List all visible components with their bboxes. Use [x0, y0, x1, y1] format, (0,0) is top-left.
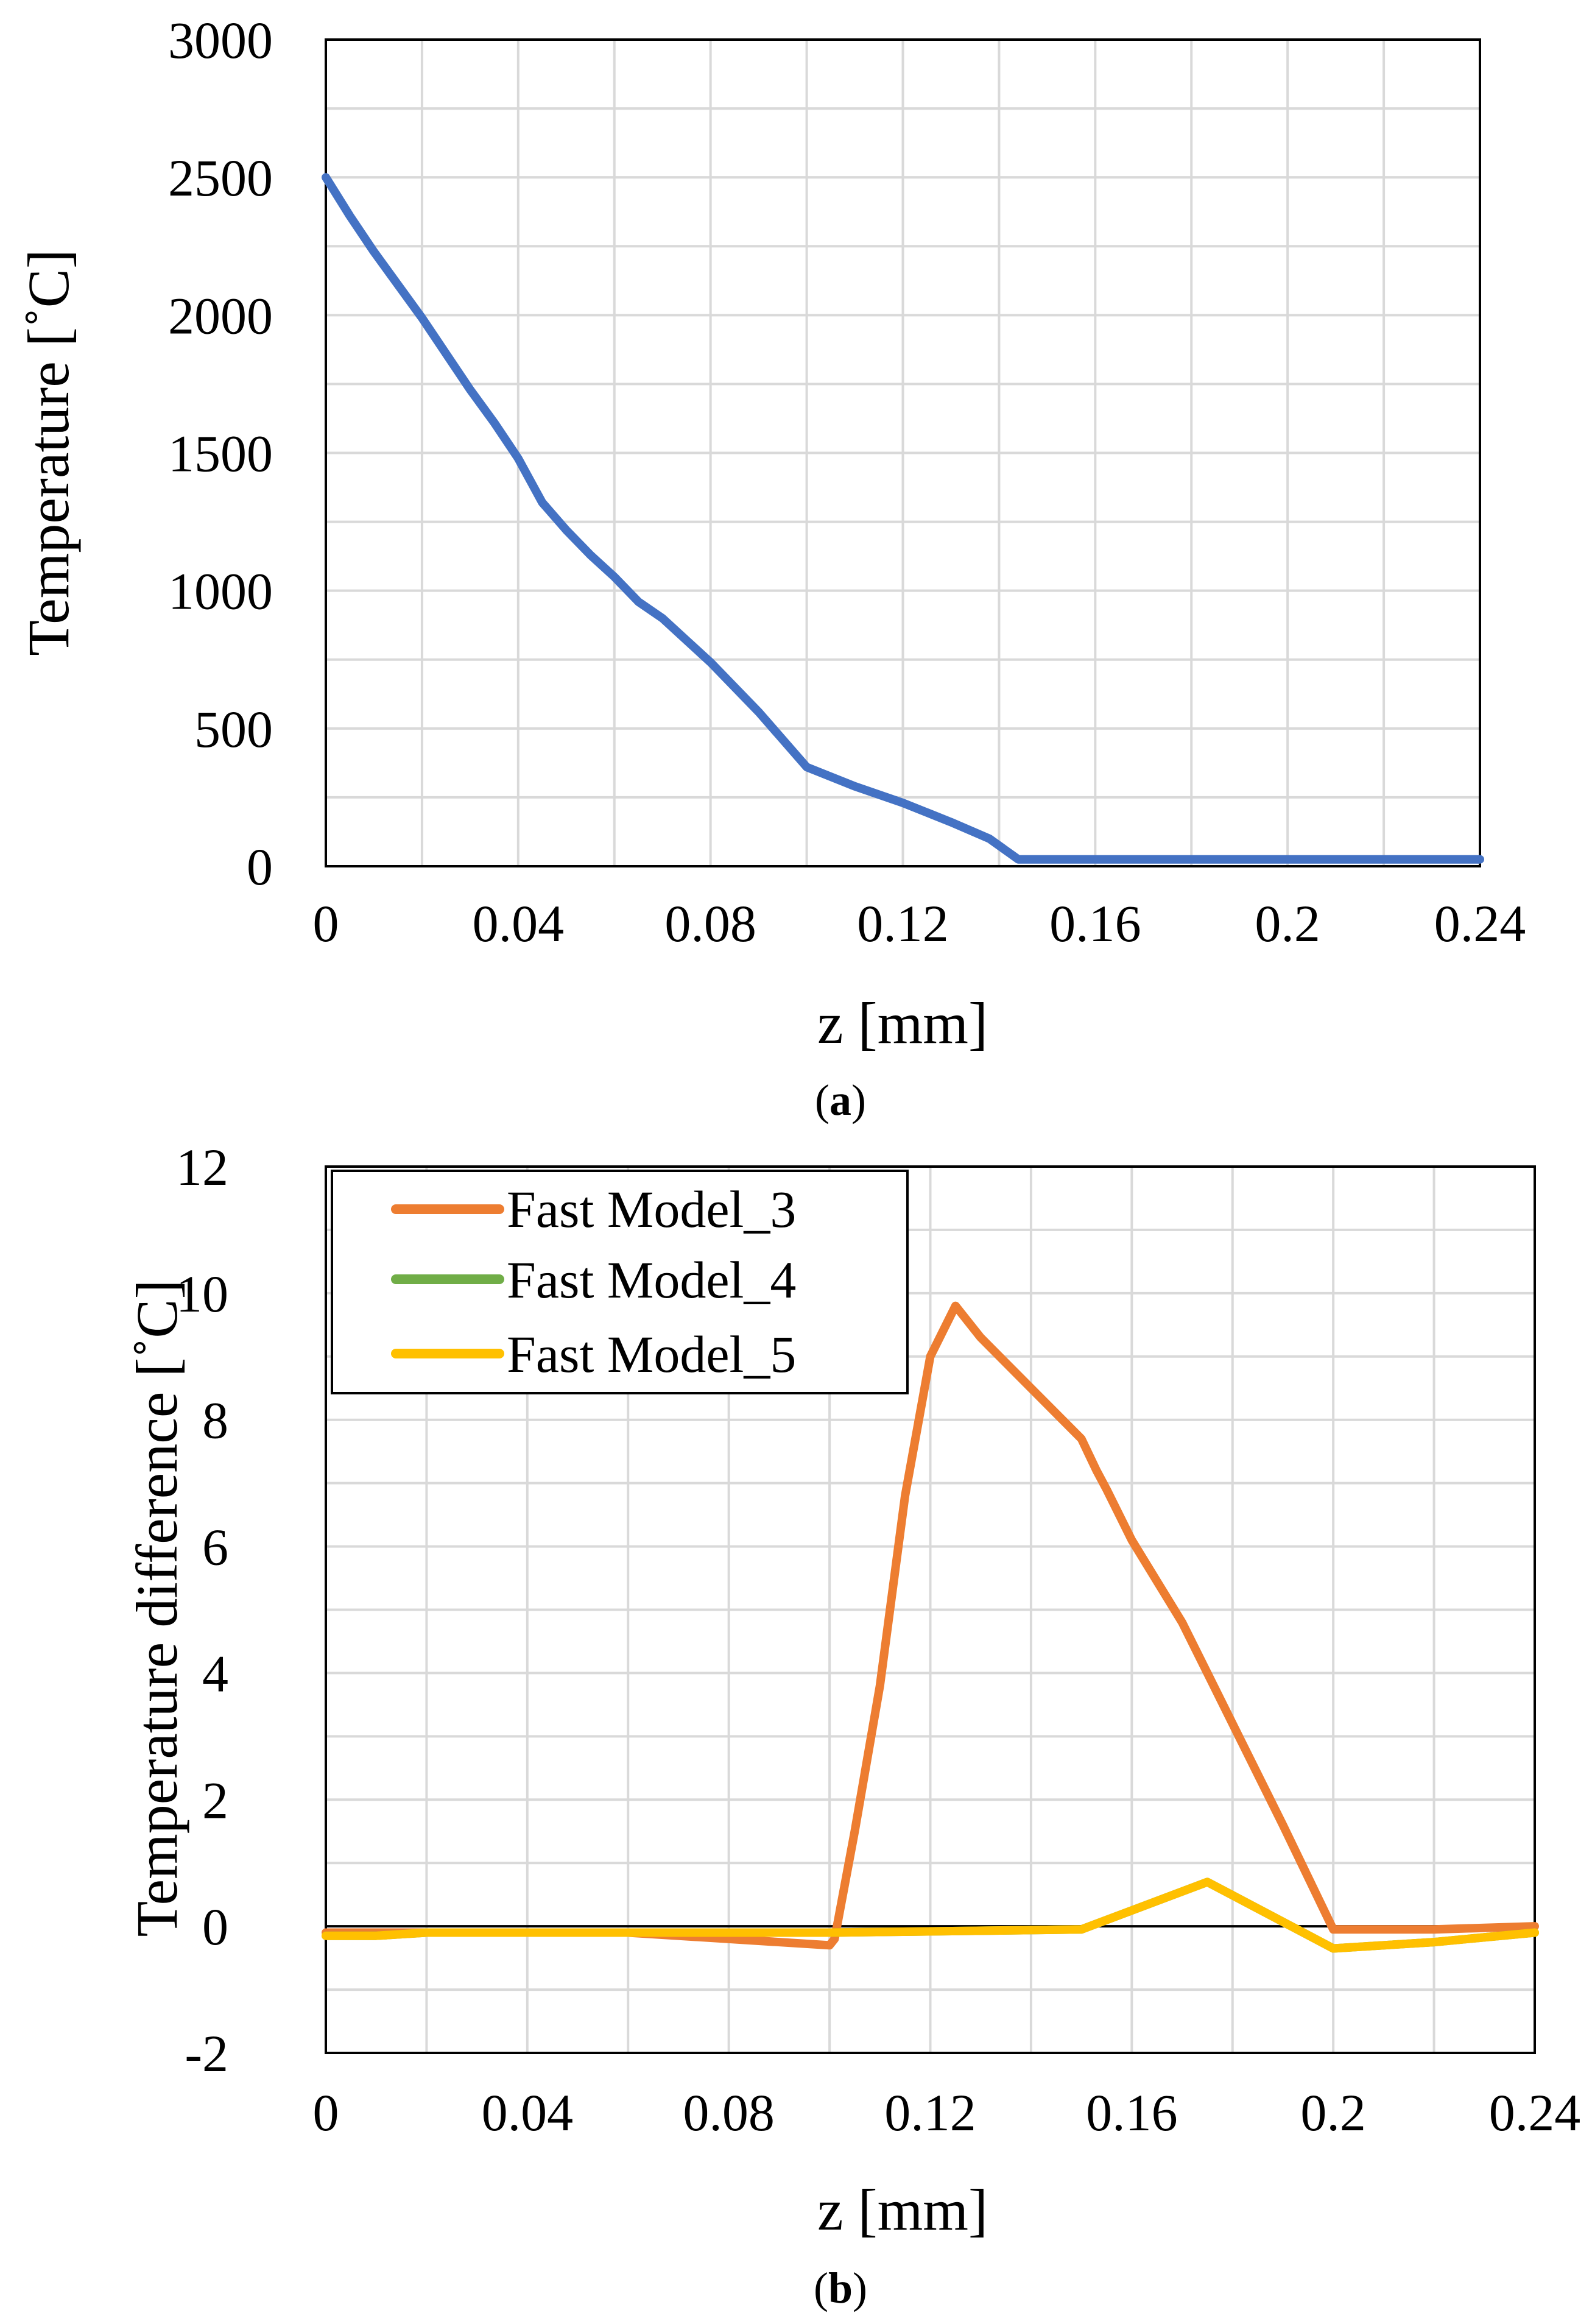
- chart-b-plot-frame: [325, 1165, 1536, 2054]
- series-line-fast-model-5: [322, 1877, 1539, 1953]
- x-tick-label: 0: [313, 894, 339, 953]
- y-tick-label: 0: [247, 838, 273, 896]
- y-tick-label: 1000: [168, 562, 273, 621]
- legend-label-fast-model-5: Fast Model_5: [507, 1325, 796, 1383]
- chart-a-plot-frame: [325, 38, 1481, 867]
- chart-b-series: [322, 1301, 1539, 1953]
- x-tick-label: 0.24: [1434, 894, 1526, 953]
- chart-b-x-axis-label: z [mm]: [817, 2177, 988, 2242]
- x-tick-label: 0.12: [884, 2083, 976, 2142]
- y-tick-label: 2500: [168, 149, 273, 207]
- x-tick-label: 0.2: [1255, 894, 1320, 953]
- x-tick-label: 0.24: [1489, 2083, 1581, 2142]
- y-tick-label: 2: [202, 1771, 228, 1829]
- chart-a-panel-label: (a): [815, 1076, 866, 1125]
- chart-a-gridlines: [325, 38, 1481, 867]
- chart-a-x-tick-labels: 0 0.04 0.08 0.12 0.16 0.2 0.24: [313, 894, 1526, 953]
- chart-a: 0 0.04 0.08 0.12 0.16 0.2 0.24 0 500 1000 1500 200…: [16, 11, 1526, 1125]
- series-line-fast-model-3: [322, 1301, 1539, 1950]
- y-tick-label: 1500: [168, 425, 273, 483]
- chart-b-x-tick-labels: 0 0.04 0.08 0.12 0.16 0.2 0.24: [313, 2083, 1581, 2142]
- x-tick-label: 0.12: [857, 894, 949, 953]
- x-tick-label: 0.08: [683, 2083, 775, 2142]
- chart-b-legend: Fast Model_3 Fast Model_4 Fast Model_5: [331, 1170, 909, 1394]
- chart-b-panel-label: (b): [814, 2264, 867, 2312]
- chart-a-series: [322, 173, 1484, 864]
- y-tick-label: 8: [202, 1391, 228, 1450]
- series-line-temperature: [322, 173, 1484, 864]
- chart-b: 0 0.04 0.08 0.12 0.16 0.2 0.24 -2 0 2 4 6 8 10 12 Fas…: [124, 1138, 1580, 2312]
- x-tick-label: 0.16: [1049, 894, 1141, 953]
- legend-label-fast-model-4: Fast Model_4: [507, 1251, 796, 1309]
- y-tick-label: -2: [185, 2024, 228, 2083]
- x-tick-label: 0.04: [473, 894, 565, 953]
- x-tick-label: 0.16: [1086, 2083, 1178, 2142]
- chart-a-panel-letter: a: [829, 1076, 851, 1125]
- y-tick-label: 500: [194, 700, 273, 758]
- y-tick-label: 10: [176, 1265, 228, 1323]
- y-tick-label: 6: [202, 1518, 228, 1577]
- y-tick-label: 0: [202, 1898, 228, 1956]
- x-tick-label: 0.08: [664, 894, 756, 953]
- y-tick-label: 2000: [168, 286, 273, 345]
- x-tick-label: 0.04: [482, 2083, 574, 2142]
- chart-a-x-axis-label: z [mm]: [817, 991, 988, 1056]
- x-tick-label: 0.2: [1300, 2083, 1366, 2142]
- y-tick-label: 3000: [168, 11, 273, 69]
- chart-b-y-tick-labels: -2 0 2 4 6 8 10 12: [176, 1138, 228, 2083]
- y-tick-label: 4: [202, 1644, 228, 1703]
- y-tick-label: 12: [176, 1138, 228, 1196]
- chart-a-y-tick-labels: 0 500 1000 1500 2000 2500 3000: [168, 11, 273, 896]
- chart-b-panel-letter: b: [828, 2264, 853, 2312]
- x-tick-label: 0: [313, 2083, 339, 2142]
- chart-a-y-axis-label: Temperature [˚C]: [16, 249, 81, 656]
- chart-b-y-axis-label: Temperature difference [˚C]: [124, 1280, 189, 1937]
- legend-label-fast-model-3: Fast Model_3: [507, 1180, 796, 1238]
